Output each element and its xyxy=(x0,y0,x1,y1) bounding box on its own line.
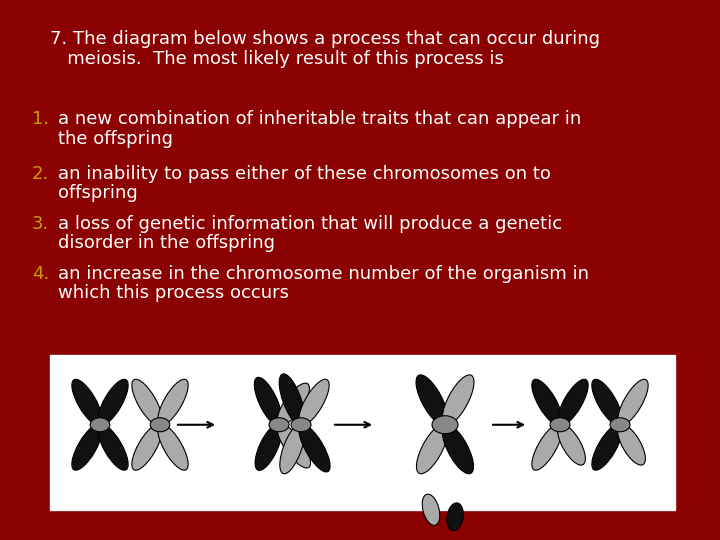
Text: an increase in the chromosome number of the organism in: an increase in the chromosome number of … xyxy=(58,265,589,283)
Ellipse shape xyxy=(442,424,474,474)
Ellipse shape xyxy=(432,416,458,434)
Ellipse shape xyxy=(277,424,310,468)
Text: meiosis.  The most likely result of this process is: meiosis. The most likely result of this … xyxy=(50,50,504,68)
Ellipse shape xyxy=(279,374,305,425)
Ellipse shape xyxy=(422,494,440,525)
Ellipse shape xyxy=(446,503,463,531)
Ellipse shape xyxy=(557,424,585,465)
Ellipse shape xyxy=(98,379,128,425)
Ellipse shape xyxy=(90,418,109,432)
Text: 4.: 4. xyxy=(32,265,49,283)
Text: disorder in the offspring: disorder in the offspring xyxy=(58,234,275,253)
Ellipse shape xyxy=(299,379,329,425)
Text: which this process occurs: which this process occurs xyxy=(58,285,289,302)
Ellipse shape xyxy=(72,424,102,470)
Ellipse shape xyxy=(592,379,622,425)
Ellipse shape xyxy=(442,375,474,425)
Ellipse shape xyxy=(158,424,188,470)
Ellipse shape xyxy=(72,379,102,425)
Ellipse shape xyxy=(416,375,448,425)
Text: 2.: 2. xyxy=(32,165,49,183)
Ellipse shape xyxy=(254,377,282,425)
Ellipse shape xyxy=(592,424,622,470)
Ellipse shape xyxy=(299,424,330,472)
Text: offspring: offspring xyxy=(58,185,138,202)
Ellipse shape xyxy=(255,424,282,470)
Ellipse shape xyxy=(532,379,562,425)
Ellipse shape xyxy=(277,383,310,426)
Text: 3.: 3. xyxy=(32,215,49,233)
Text: a new combination of inheritable traits that can appear in: a new combination of inheritable traits … xyxy=(58,110,581,128)
Text: 1.: 1. xyxy=(32,110,49,128)
Ellipse shape xyxy=(98,424,128,470)
Text: the offspring: the offspring xyxy=(58,130,173,147)
Ellipse shape xyxy=(550,418,570,432)
Ellipse shape xyxy=(150,418,170,432)
Text: 7. The diagram below shows a process that can occur during: 7. The diagram below shows a process tha… xyxy=(50,30,600,48)
Ellipse shape xyxy=(618,424,645,465)
Ellipse shape xyxy=(610,418,630,432)
Ellipse shape xyxy=(558,379,588,425)
Ellipse shape xyxy=(132,424,162,470)
Ellipse shape xyxy=(618,379,648,425)
Ellipse shape xyxy=(532,424,562,470)
Ellipse shape xyxy=(158,379,188,425)
Ellipse shape xyxy=(291,418,311,432)
Ellipse shape xyxy=(416,424,448,474)
Ellipse shape xyxy=(269,418,289,432)
Bar xyxy=(50,355,675,510)
Text: a loss of genetic information that will produce a genetic: a loss of genetic information that will … xyxy=(58,215,562,233)
Text: an inability to pass either of these chromosomes on to: an inability to pass either of these chr… xyxy=(58,165,551,183)
Ellipse shape xyxy=(132,379,162,425)
Ellipse shape xyxy=(280,424,305,474)
